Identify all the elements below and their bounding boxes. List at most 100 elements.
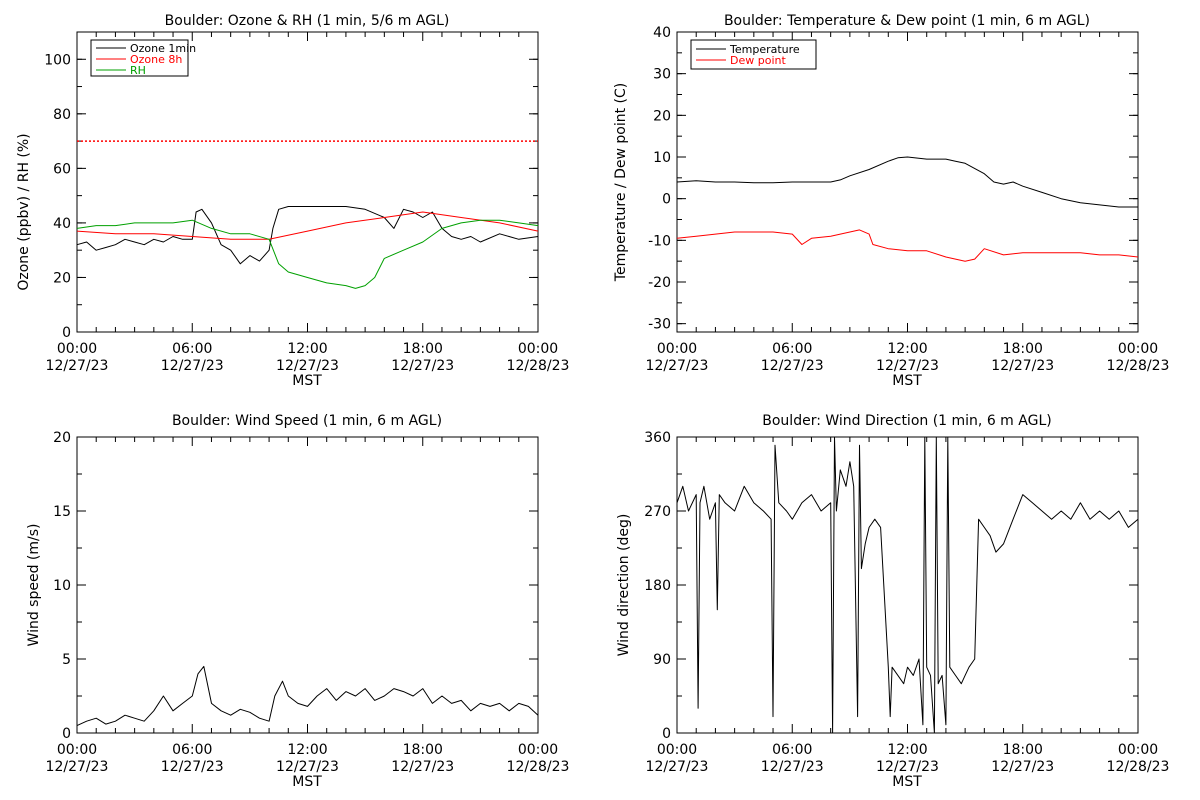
wind-direction-ytick-label: 0 [662, 726, 671, 742]
temperature-y-label: Temperature / Dew point (C) [613, 83, 629, 282]
wind-direction-frame [676, 436, 1139, 734]
temperature-line-dew-point [676, 229, 1139, 262]
ozone-rh-y-axis: 0 20 40 60 80 100 [44, 31, 538, 341]
temperature-ytick-label: 30 [653, 67, 671, 83]
temperature-xtick-date: 12/27/23 [876, 358, 939, 374]
temperature-xtick-time: 18:00 [1003, 341, 1043, 357]
temperature-xtick-time: 00:00 [1118, 341, 1158, 357]
temperature-x-axis: 00:0012/27/2306:0012/27/2312:0012/27/231… [646, 32, 1170, 374]
wind-speed-y-axis: 0 5 10 15 20 [53, 430, 538, 742]
ozone-rh-line-ozone-1min [76, 206, 539, 265]
wind-direction-ytick-label: 90 [653, 652, 671, 668]
wind-speed-series [76, 665, 539, 727]
wind-speed-ytick-label: 15 [53, 504, 71, 520]
wind-speed-xtick-date: 12/28/23 [507, 759, 570, 775]
legend-dew-point: Dew point [730, 54, 786, 67]
ozone-rh-legend: Ozone 1min Ozone 8h RH [90, 39, 196, 77]
wind-direction-xtick-date: 12/27/23 [991, 759, 1054, 775]
wind-speed-ytick-label: 5 [62, 652, 71, 668]
ozone-rh-xtick-time: 06:00 [172, 341, 212, 357]
temperature-xtick-date: 12/28/23 [1107, 358, 1170, 374]
ozone-rh-line-rh [76, 219, 539, 289]
ozone-rh-xtick-date: 12/27/23 [161, 358, 224, 374]
ozone-rh-x-label: MST [292, 373, 322, 389]
temperature-ytick-label: -10 [648, 233, 671, 249]
ozone-rh-series [76, 206, 539, 289]
temperature-xtick-date: 12/27/23 [761, 358, 824, 374]
wind-speed-x-axis: 00:0012/27/2306:0012/27/2312:0012/27/231… [46, 437, 570, 775]
ozone-rh-xtick-time: 18:00 [403, 341, 443, 357]
ozone-rh-xtick-date: 12/28/23 [507, 358, 570, 374]
wind-direction-ytick-label: 270 [644, 504, 671, 520]
temperature-y-axis: -30 -20 -10 0 10 20 30 40 [648, 25, 1138, 333]
temperature-xtick-date: 12/27/23 [991, 358, 1054, 374]
wind-direction-y-axis: 0 90 180 270 360 [644, 430, 1138, 742]
temperature-x-label: MST [892, 373, 922, 389]
temperature-legend: Temperature Dew point [690, 39, 817, 70]
wind-direction-xtick-date: 12/27/23 [761, 759, 824, 775]
wind-speed-title: Boulder: Wind Speed (1 min, 6 m AGL) [172, 413, 442, 429]
temperature-panel: Boulder: Temperature & Dew point (1 min,… [613, 13, 1169, 389]
wind-direction-xtick-time: 00:00 [1118, 742, 1158, 758]
wind-direction-xtick-date: 12/27/23 [646, 759, 709, 775]
ozone-rh-panel: Boulder: Ozone & RH (1 min, 5/6 m AGL) 0… [16, 13, 569, 389]
wind-direction-xtick-time: 12:00 [887, 742, 927, 758]
wind-speed-xtick-time: 18:00 [403, 742, 443, 758]
ozone-rh-xtick-date: 12/27/23 [276, 358, 339, 374]
wind-direction-panel: Boulder: Wind Direction (1 min, 6 m AGL)… [616, 413, 1169, 790]
legend-ozone-1min: Ozone 1min [130, 42, 196, 55]
wind-direction-xtick-time: 06:00 [772, 742, 812, 758]
wind-speed-frame [76, 436, 539, 734]
wind-speed-ytick-label: 20 [53, 430, 71, 446]
temperature-xtick-date: 12/27/23 [646, 358, 709, 374]
wind-direction-line-series [676, 436, 1139, 734]
legend-rh: RH [130, 64, 146, 77]
wind-speed-xtick-date: 12/27/23 [46, 759, 109, 775]
temperature-xtick-time: 12:00 [887, 341, 927, 357]
temperature-ytick-label: 40 [653, 25, 671, 41]
wind-speed-xtick-time: 00:00 [57, 742, 97, 758]
ozone-rh-frame [76, 31, 539, 333]
legend-ozone-8h: Ozone 8h [130, 53, 182, 66]
temperature-xtick-time: 06:00 [772, 341, 812, 357]
temperature-ytick-label: 10 [653, 150, 671, 166]
ozone-rh-title: Boulder: Ozone & RH (1 min, 5/6 m AGL) [165, 13, 450, 29]
wind-direction-xtick-date: 12/27/23 [876, 759, 939, 775]
temperature-line-temperature [676, 156, 1138, 208]
wind-speed-xtick-time: 06:00 [172, 742, 212, 758]
wind-direction-series [676, 436, 1139, 734]
legend-temperature: Temperature [729, 43, 800, 56]
ozone-rh-ytick-label: 60 [53, 161, 71, 177]
temperature-series [676, 156, 1139, 262]
ozone-rh-xtick-time: 12:00 [287, 341, 327, 357]
wind-direction-ytick-label: 180 [644, 578, 671, 594]
temperature-title: Boulder: Temperature & Dew point (1 min,… [724, 13, 1090, 29]
wind-direction-title: Boulder: Wind Direction (1 min, 6 m AGL) [762, 413, 1051, 429]
temperature-legend-box [690, 39, 817, 70]
wind-direction-y-label: Wind direction (deg) [616, 514, 632, 657]
wind-direction-x-label: MST [892, 774, 922, 790]
wind-direction-xtick-time: 18:00 [1003, 742, 1043, 758]
wind-speed-x-label: MST [292, 774, 322, 790]
ozone-rh-xtick-date: 12/27/23 [391, 358, 454, 374]
wind-speed-xtick-date: 12/27/23 [276, 759, 339, 775]
ozone-rh-xtick-time: 00:00 [57, 341, 97, 357]
temperature-ytick-label: -20 [648, 275, 671, 291]
temperature-xtick-time: 00:00 [657, 341, 697, 357]
wind-direction-x-axis: 00:0012/27/2306:0012/27/2312:0012/27/231… [646, 437, 1170, 775]
ozone-rh-ytick-label: 80 [53, 107, 71, 123]
wind-speed-y-label: Wind speed (m/s) [26, 524, 42, 647]
wind-speed-xtick-date: 12/27/23 [391, 759, 454, 775]
ozone-rh-x-axis: 00:0012/27/2306:0012/27/2312:0012/27/231… [46, 32, 570, 374]
wind-direction-xtick-date: 12/28/23 [1107, 759, 1170, 775]
ozone-rh-xtick-date: 12/27/23 [46, 358, 109, 374]
ozone-rh-y-label: Ozone (ppbv) / RH (%) [16, 133, 32, 290]
temperature-ytick-label: 20 [653, 108, 671, 124]
wind-speed-ytick-label: 0 [62, 726, 71, 742]
ozone-rh-line-ozone-8h [76, 211, 539, 240]
wind-speed-xtick-time: 12:00 [287, 742, 327, 758]
wind-speed-xtick-date: 12/27/23 [161, 759, 224, 775]
temperature-ytick-label: 0 [662, 192, 671, 208]
ozone-rh-ytick-label: 20 [53, 270, 71, 286]
